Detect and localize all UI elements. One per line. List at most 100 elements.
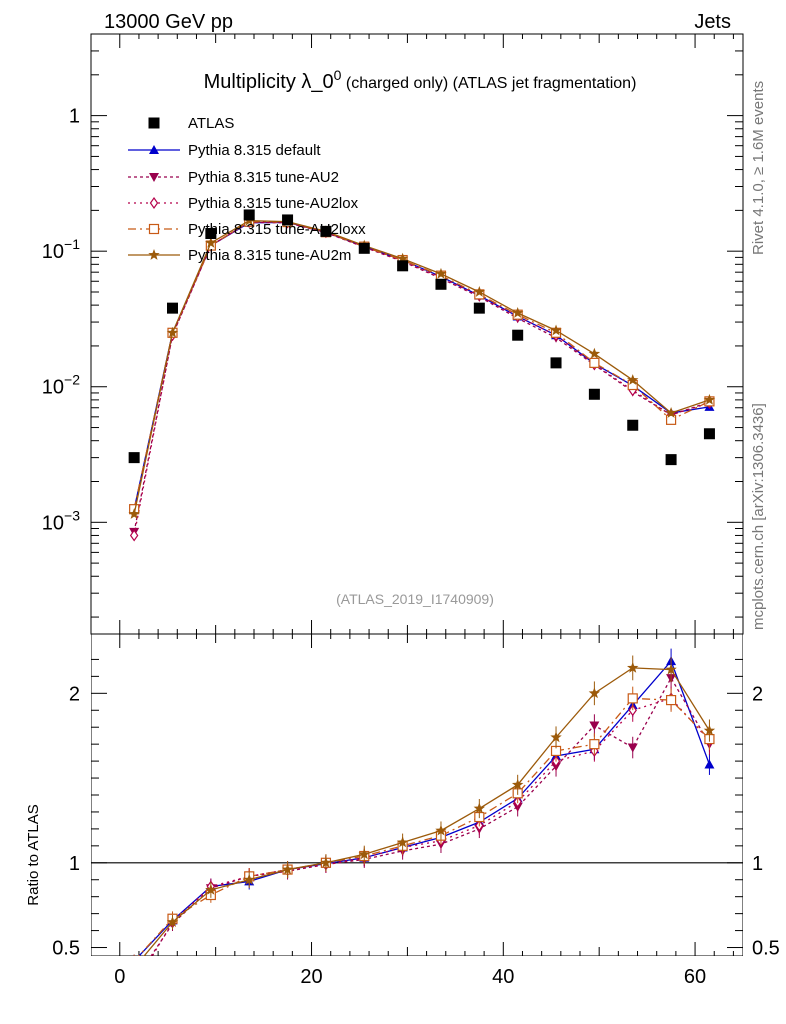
atlas-point [358, 242, 370, 254]
series-point [396, 252, 409, 264]
series-2 [129, 216, 714, 542]
legend-marker [148, 223, 160, 235]
header-left: 13000 GeV pp [104, 11, 233, 33]
ratio-point [628, 704, 637, 717]
atlas-point [435, 278, 447, 290]
x-tick-label: 20 [300, 966, 322, 988]
y-tick-label-main: 10−1 [42, 236, 80, 263]
ratio-line [151, 697, 710, 956]
ratio-line [137, 697, 710, 956]
ratio-point [627, 743, 638, 753]
ratio-point [396, 836, 409, 848]
ratio-point [665, 694, 677, 706]
ratio-series-1 [150, 665, 715, 956]
ratio-point [550, 731, 562, 743]
x-tick-label: 60 [684, 966, 706, 988]
ratio-point [703, 724, 716, 736]
y-tick-label-ratio: 2 [69, 683, 80, 705]
y-tick-label-ratio-right: 2 [752, 683, 763, 705]
atlas-point [320, 225, 332, 237]
ratio-point [281, 863, 294, 875]
chart-title: Multiplicity λ_00 (charged only) (ATLAS … [204, 67, 637, 93]
series-point [627, 374, 639, 385]
ratio-panel [91, 634, 743, 956]
legend-label: Pythia 8.315 default [188, 142, 321, 159]
legend-label: ATLAS [188, 115, 234, 132]
y-tick-label-ratio-right: 1 [752, 853, 763, 875]
main-panel: 1 10−1 10−2 10−3 ATLAS Pythia 8.315 default Py… [42, 33, 744, 635]
atlas-point [128, 452, 140, 464]
chart-title-main: Multiplicity λ_0 [204, 71, 334, 93]
ratio-point [435, 824, 447, 836]
chart-title-sup: 0 [334, 67, 342, 83]
series-point [473, 285, 486, 297]
atlas-point [703, 428, 715, 440]
atlas-point [473, 302, 485, 314]
series-point [128, 508, 140, 519]
legend-marker [149, 173, 159, 182]
atlas-point [512, 329, 524, 341]
x-tick-label: 40 [492, 966, 514, 988]
ratio-line [143, 667, 710, 956]
series-point [665, 407, 677, 418]
ratio-point [243, 873, 255, 885]
legend-marker [149, 145, 159, 154]
series-point [550, 324, 562, 336]
ratio-point [358, 848, 370, 860]
ratio-point [589, 721, 600, 731]
legend-marker [149, 196, 159, 210]
y-tick-label-ratio-right: 0.5 [752, 938, 780, 960]
legend-label: Pythia 8.315 tune-AU2 [188, 169, 339, 186]
ratio-point [205, 883, 217, 895]
series-point [166, 326, 179, 338]
chart-title-sub: (charged only) (ATLAS jet fragmentation) [346, 75, 637, 92]
y-tick-label-ratio: 0.5 [52, 938, 80, 960]
atlas-point [167, 302, 178, 314]
x-tick-label: 0 [114, 966, 125, 988]
atlas-point [397, 260, 409, 272]
atlas-point [550, 357, 562, 369]
analysis-id: (ATLAS_2019_I1740909) [336, 591, 494, 607]
ratio-series-3 [133, 686, 715, 956]
series-point [205, 236, 217, 248]
atlas-point [205, 228, 217, 240]
atlas-point [243, 209, 255, 221]
rivet-label: Rivet 4.1.0, ≥ 1.6M events [750, 81, 767, 255]
legend-label: Pythia 8.315 tune-AU2m [188, 247, 351, 264]
y-tick-label-main: 1 [69, 106, 80, 128]
ratio-labels: 0 20 40 60 0.5 0.5 1 1 2 2 [52, 683, 780, 988]
atlas-point [665, 454, 677, 466]
atlas-point [588, 388, 600, 400]
ratio-point [589, 739, 600, 750]
ratio-point [588, 687, 601, 699]
ratio-series-0 [133, 648, 715, 956]
series-point [703, 393, 716, 405]
ratio-point [665, 663, 677, 675]
ratio-point [320, 856, 332, 868]
series-line [133, 221, 710, 510]
series-point [589, 357, 600, 368]
atlas-data [128, 209, 715, 466]
series-point [588, 347, 601, 359]
legend-marker [148, 249, 160, 260]
legend-label: Pythia 8.315 tune-AU2lox [188, 195, 359, 212]
legend-label: Pythia 8.315 tune-AU2loxx [188, 221, 366, 238]
atlas-point [627, 419, 639, 431]
ratio-point [511, 778, 524, 790]
atlas-point [282, 214, 294, 226]
ratio-point [704, 759, 715, 769]
y-tick-label-main: 10−2 [42, 372, 80, 399]
ratio-point [473, 802, 486, 814]
legend: ATLAS Pythia 8.315 default Pythia 8.315 tu… [128, 115, 366, 264]
ratio-point [627, 693, 638, 704]
ratio-point [166, 916, 179, 927]
series-line [133, 221, 710, 533]
series-line [133, 219, 710, 515]
ratio-ylabel: Ratio to ATLAS [25, 804, 42, 905]
ratio-line [138, 659, 711, 956]
series-point [435, 267, 447, 279]
ratio-point [627, 661, 639, 673]
header-right: Jets [694, 11, 731, 33]
series-point [129, 529, 139, 542]
